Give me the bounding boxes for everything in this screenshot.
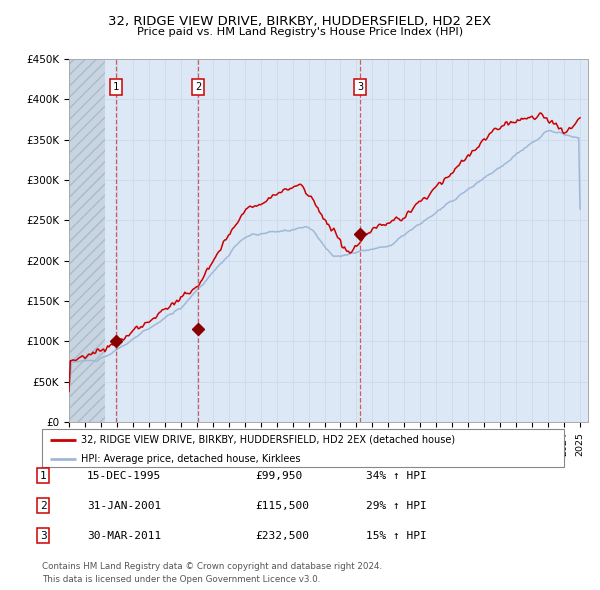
Text: 29% ↑ HPI: 29% ↑ HPI — [366, 501, 427, 510]
Text: 2: 2 — [195, 82, 201, 92]
Text: 30-MAR-2011: 30-MAR-2011 — [87, 531, 161, 540]
Text: £115,500: £115,500 — [255, 501, 309, 510]
Text: 15-DEC-1995: 15-DEC-1995 — [87, 471, 161, 480]
Text: 34% ↑ HPI: 34% ↑ HPI — [366, 471, 427, 480]
FancyBboxPatch shape — [42, 429, 564, 467]
Text: Contains HM Land Registry data © Crown copyright and database right 2024.: Contains HM Land Registry data © Crown c… — [42, 562, 382, 571]
Text: This data is licensed under the Open Government Licence v3.0.: This data is licensed under the Open Gov… — [42, 575, 320, 584]
Text: 31-JAN-2001: 31-JAN-2001 — [87, 501, 161, 510]
Bar — [69, 59, 105, 422]
Text: 32, RIDGE VIEW DRIVE, BIRKBY, HUDDERSFIELD, HD2 2EX: 32, RIDGE VIEW DRIVE, BIRKBY, HUDDERSFIE… — [109, 15, 491, 28]
Text: Price paid vs. HM Land Registry's House Price Index (HPI): Price paid vs. HM Land Registry's House … — [137, 27, 463, 37]
Text: 3: 3 — [358, 82, 364, 92]
Text: £99,950: £99,950 — [255, 471, 302, 480]
Text: 15% ↑ HPI: 15% ↑ HPI — [366, 531, 427, 540]
Text: 1: 1 — [113, 82, 119, 92]
Text: 3: 3 — [40, 531, 47, 540]
Text: 2: 2 — [40, 501, 47, 510]
Text: 1: 1 — [40, 471, 47, 480]
Text: HPI: Average price, detached house, Kirklees: HPI: Average price, detached house, Kirk… — [81, 454, 301, 464]
Text: 32, RIDGE VIEW DRIVE, BIRKBY, HUDDERSFIELD, HD2 2EX (detached house): 32, RIDGE VIEW DRIVE, BIRKBY, HUDDERSFIE… — [81, 435, 455, 445]
Text: £232,500: £232,500 — [255, 531, 309, 540]
